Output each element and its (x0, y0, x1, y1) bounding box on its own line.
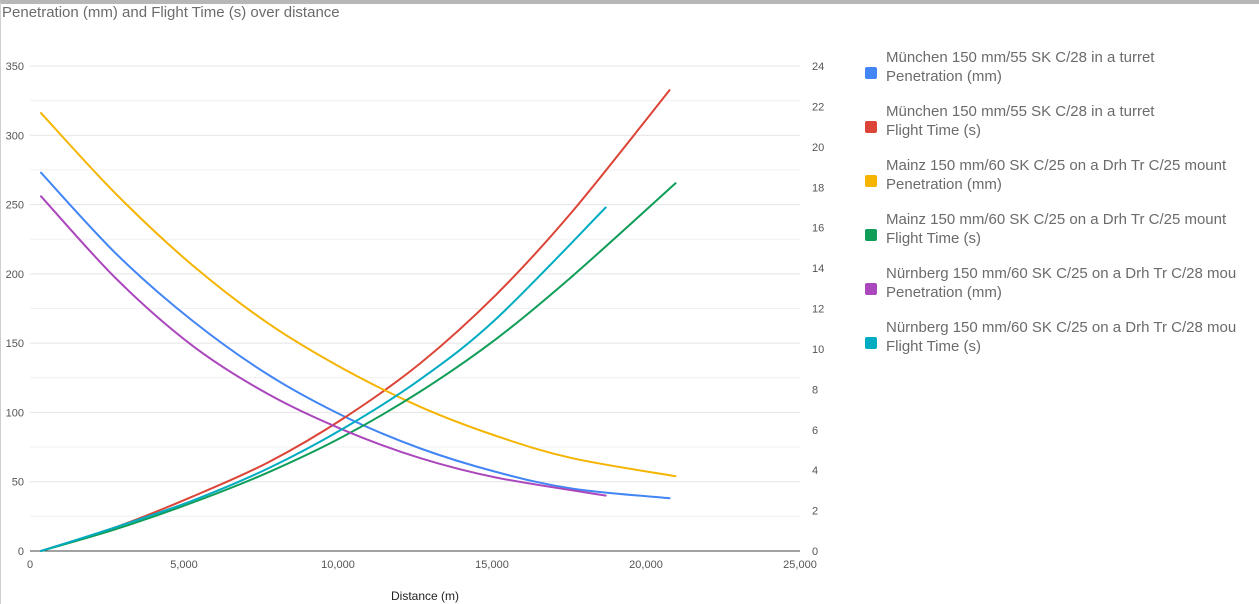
legend-label[interactable]: Flight Time (s) (886, 338, 981, 355)
legend-swatch[interactable] (865, 67, 877, 79)
legend-swatch[interactable] (865, 175, 877, 187)
legend-label[interactable]: Mainz 150 mm/60 SK C/25 on a Drh Tr C/25… (886, 157, 1227, 174)
legend-label[interactable]: München 150 mm/55 SK C/28 in a turret (886, 49, 1155, 66)
left-tick-label: 300 (6, 130, 24, 142)
left-tick-label: 200 (6, 269, 24, 281)
x-axis: 0 5,000 10,000 15,000 20,000 25,000 (27, 559, 817, 571)
series-line-1[interactable] (40, 171, 671, 500)
left-axis: 0 50 100 150 200 250 300 350 (6, 61, 24, 558)
legend-label[interactable]: Penetration (mm) (886, 176, 1002, 193)
left-tick-label: 0 (18, 546, 24, 558)
right-tick-label: 2 (812, 506, 818, 518)
right-tick-label: 8 (812, 384, 818, 396)
series-line-2[interactable] (40, 89, 671, 552)
legend-label[interactable]: Mainz 150 mm/60 SK C/25 on a Drh Tr C/25… (886, 211, 1227, 228)
x-tick-label: 0 (27, 559, 33, 571)
x-tick-label: 10,000 (321, 559, 355, 571)
right-tick-label: 14 (812, 263, 824, 275)
legend: München 150 mm/55 SK C/28 in a turret Pen… (865, 49, 1236, 355)
x-axis-title: Distance (m) (391, 589, 459, 603)
right-tick-label: 6 (812, 425, 818, 437)
right-tick-label: 24 (812, 61, 824, 73)
x-tick-label: 20,000 (629, 559, 663, 571)
legend-swatch[interactable] (865, 121, 877, 133)
legend-swatch[interactable] (865, 229, 877, 241)
x-tick-label: 5,000 (170, 559, 198, 571)
series-lines (40, 89, 677, 552)
left-tick-label: 350 (6, 61, 24, 73)
left-tick-label: 50 (12, 477, 24, 489)
series-line-4[interactable] (40, 182, 677, 552)
legend-label[interactable]: Flight Time (s) (886, 122, 981, 139)
legend-label[interactable]: Penetration (mm) (886, 68, 1002, 85)
left-tick-label: 250 (6, 200, 24, 212)
legend-swatch[interactable] (865, 283, 877, 295)
left-tick-label: 100 (6, 407, 24, 419)
left-tick-label: 150 (6, 338, 24, 350)
right-tick-label: 18 (812, 182, 824, 194)
right-tick-label: 16 (812, 223, 824, 235)
series-line-6[interactable] (40, 206, 607, 552)
right-tick-label: 22 (812, 101, 824, 113)
right-tick-label: 10 (812, 344, 824, 356)
right-tick-label: 4 (812, 465, 818, 477)
series-line-3[interactable] (40, 112, 677, 478)
right-tick-label: 20 (812, 142, 824, 154)
series-line-5[interactable] (40, 195, 607, 497)
right-tick-label: 0 (812, 546, 818, 558)
legend-label[interactable]: München 150 mm/55 SK C/28 in a turret (886, 103, 1155, 120)
x-tick-label: 25,000 (783, 559, 817, 571)
x-tick-label: 15,000 (475, 559, 509, 571)
gridlines (30, 65, 800, 552)
chart-title: Penetration (mm) and Flight Time (s) ove… (2, 4, 340, 21)
legend-label[interactable]: Flight Time (s) (886, 230, 981, 247)
legend-swatch[interactable] (865, 337, 877, 349)
right-tick-label: 12 (812, 304, 824, 316)
legend-label[interactable]: Penetration (mm) (886, 284, 1002, 301)
legend-label[interactable]: Nürnberg 150 mm/60 SK C/25 on a Drh Tr C… (886, 265, 1236, 282)
legend-label[interactable]: Nürnberg 150 mm/60 SK C/25 on a Drh Tr C… (886, 319, 1236, 336)
